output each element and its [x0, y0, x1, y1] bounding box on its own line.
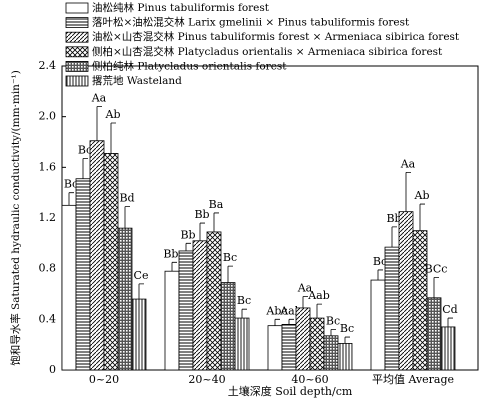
- y-tick-label: 2.4: [39, 59, 57, 72]
- error-bar: [138, 283, 144, 300]
- bar: [440, 326, 456, 371]
- legend-label: 落叶松×油松混交林 Larix gmelinii × Pinus tabulif…: [92, 16, 410, 29]
- error-bar: [344, 336, 350, 344]
- legend-swatch: [65, 17, 89, 29]
- error-bar: [68, 192, 74, 206]
- y-tick-label: 2.0: [39, 110, 57, 123]
- significance-label: Bd: [119, 192, 134, 205]
- bar: [295, 307, 311, 371]
- error-bar: [316, 303, 322, 319]
- bar: [426, 297, 442, 371]
- y-tick-label: 0: [49, 363, 56, 376]
- error-bar: [274, 318, 280, 326]
- significance-label: Bb: [194, 208, 209, 221]
- significance-label: Aa: [400, 157, 416, 170]
- x-tick-label: 平均值 Average: [372, 373, 454, 386]
- y-tick-label: 1.2: [39, 211, 57, 224]
- y-tick-label: 1.6: [39, 160, 57, 173]
- legend-swatch: [65, 2, 89, 14]
- legend-label: 侧柏×山杏混交林 Platycladus orientalis × Armeni…: [92, 45, 443, 58]
- legend-swatch: [65, 31, 89, 43]
- legend-swatch: [65, 75, 89, 87]
- bar: [103, 152, 119, 371]
- error-bar: [330, 329, 336, 336]
- significance-label: Ab: [105, 108, 121, 121]
- error-bar: [227, 265, 233, 283]
- significance-label: Cd: [442, 303, 457, 316]
- bar: [164, 270, 180, 371]
- bar: [206, 231, 222, 371]
- significance-label: BCc: [425, 263, 448, 276]
- error-bar: [377, 269, 383, 281]
- x-axis-label: 土壤深度 Soil depth/cm: [228, 384, 353, 398]
- significance-label: Bc: [326, 314, 340, 327]
- significance-label: Bb: [386, 212, 401, 225]
- error-bar: [288, 318, 294, 325]
- bar: [89, 140, 105, 371]
- bar: [412, 230, 428, 371]
- significance-label: Aa: [91, 92, 107, 105]
- error-bar: [171, 261, 177, 272]
- error-bar: [82, 158, 88, 179]
- error-bar: [302, 296, 308, 308]
- significance-label: Bc: [340, 322, 354, 335]
- bar: [220, 282, 236, 371]
- y-axis-label: 饱和导水率 Saturated hydraulic conductivity/(…: [9, 70, 22, 366]
- legend-swatch: [65, 61, 89, 72]
- legend-swatch: [65, 46, 89, 58]
- bar: [309, 317, 325, 371]
- legend-label: 油松×山杏混交林 Pinus tabuliformis forest × Arm…: [92, 30, 460, 43]
- bar: [337, 342, 353, 371]
- error-bar: [241, 308, 247, 319]
- error-bar: [110, 122, 116, 154]
- bar: [323, 335, 339, 371]
- significance-label: Bc: [373, 255, 387, 268]
- bar: [75, 178, 91, 371]
- bar: [398, 211, 414, 371]
- x-tick-label: 20~40: [188, 373, 225, 386]
- significance-label: Bc: [237, 294, 251, 307]
- bar: [234, 317, 250, 371]
- bar: [384, 246, 400, 371]
- error-bar: [199, 222, 205, 241]
- legend-label: 撂荒地 Wasteland: [92, 74, 182, 87]
- bar: [117, 227, 133, 371]
- error-bar: [124, 206, 130, 229]
- error-bar: [447, 317, 453, 327]
- bar: [192, 240, 208, 371]
- y-tick-label: 0.8: [39, 262, 57, 275]
- x-tick-label: 40~60: [291, 373, 328, 386]
- error-bar: [405, 172, 411, 212]
- significance-label: Aab: [307, 289, 330, 302]
- bar: [281, 323, 297, 371]
- error-bar: [419, 203, 425, 231]
- significance-label: Abc: [265, 304, 287, 317]
- legend-label: 油松纯林 Pinus tabuliformis forest: [92, 1, 270, 14]
- bar: [178, 250, 194, 371]
- error-bar: [185, 242, 191, 251]
- x-tick-label: 0~20: [89, 373, 119, 386]
- significance-label: Bc: [78, 143, 92, 156]
- bar: [61, 204, 77, 371]
- significance-label: Ba: [209, 198, 224, 211]
- significance-label: Bc: [64, 178, 78, 191]
- error-bar: [213, 212, 219, 232]
- significance-label: Aa: [297, 282, 313, 295]
- error-bar: [433, 277, 439, 298]
- significance-label: Ab: [414, 189, 430, 202]
- y-tick-label: 0.4: [39, 312, 57, 325]
- significance-label: Bc: [223, 251, 237, 264]
- significance-label: Bb: [180, 228, 195, 241]
- legend-label: 侧柏纯林 Platycladus orientalis forest: [92, 59, 287, 72]
- error-bar: [96, 106, 102, 141]
- significance-label: Ce: [134, 269, 149, 282]
- bar: [131, 298, 147, 371]
- bar: [267, 325, 283, 371]
- bar: [370, 279, 386, 371]
- error-bar: [391, 226, 397, 248]
